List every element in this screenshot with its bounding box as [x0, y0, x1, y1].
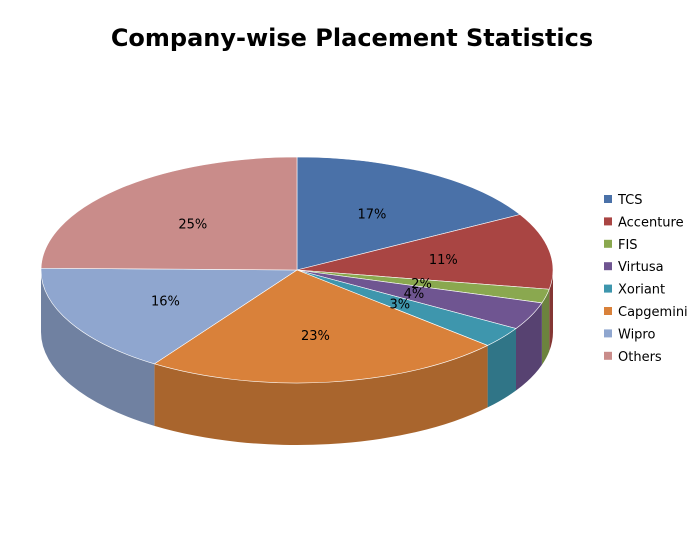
pie-slice-wipro: [40, 267, 298, 365]
pie-slice-tcs: [296, 156, 521, 271]
data-label-wipro: 16%: [151, 294, 180, 309]
pie-side-xoriant: [487, 328, 517, 408]
chart-title: Company-wise Placement Statistics: [111, 24, 593, 52]
legend-label-fis: FIS: [618, 238, 638, 253]
pie-labels: 17% 11% 2%4%3% 23% 16% 25%: [151, 207, 458, 344]
legend-label-wipro: Wipro: [618, 327, 655, 342]
data-label-capgemini: 23%: [301, 329, 330, 344]
pie-side-wipro: [41, 270, 155, 426]
legend-swatch-xoriant: [604, 284, 612, 293]
legend-label-tcs: TCS: [617, 193, 643, 208]
legend-swatch-accenture: [604, 217, 612, 226]
legend-label-accenture: Accenture: [618, 215, 684, 230]
pie-slices: [40, 156, 554, 384]
legend-swatch-wipro: [604, 329, 612, 338]
legend-swatch-tcs: [604, 195, 612, 203]
legend-label-xoriant: Xoriant: [618, 283, 665, 298]
legend-swatch-virtusa: [604, 262, 612, 271]
legend-label-capgemini: Capgemini: [618, 305, 688, 320]
pie-slice-others: [40, 156, 298, 271]
data-label-virtusa: 4%: [404, 287, 425, 302]
pie-side-capgemini: [154, 345, 488, 446]
legend: TCS Accenture FIS Virtusa Xoriant Capgemini Wi…: [604, 193, 688, 365]
legend-label-others: Others: [618, 350, 662, 365]
legend-swatch-capgemini: [604, 307, 612, 315]
legend-swatch-others: [604, 351, 612, 360]
pie-side-virtusa: [516, 302, 542, 391]
data-label-xoriant: 3%: [389, 298, 410, 313]
pie-slice-capgemini: [153, 269, 489, 384]
data-label-fis: 2%: [411, 277, 432, 292]
legend-swatch-fis: [604, 239, 612, 248]
data-label-others: 25%: [178, 217, 207, 232]
legend-label-virtusa: Virtusa: [618, 260, 664, 275]
data-label-accenture: 11%: [429, 253, 458, 268]
pie-side-fis: [541, 289, 550, 365]
pie-side-accenture: [549, 270, 553, 352]
pie-sides: [41, 270, 553, 446]
data-label-tcs: 17%: [357, 207, 386, 222]
pie-slice-accenture: [296, 214, 554, 290]
